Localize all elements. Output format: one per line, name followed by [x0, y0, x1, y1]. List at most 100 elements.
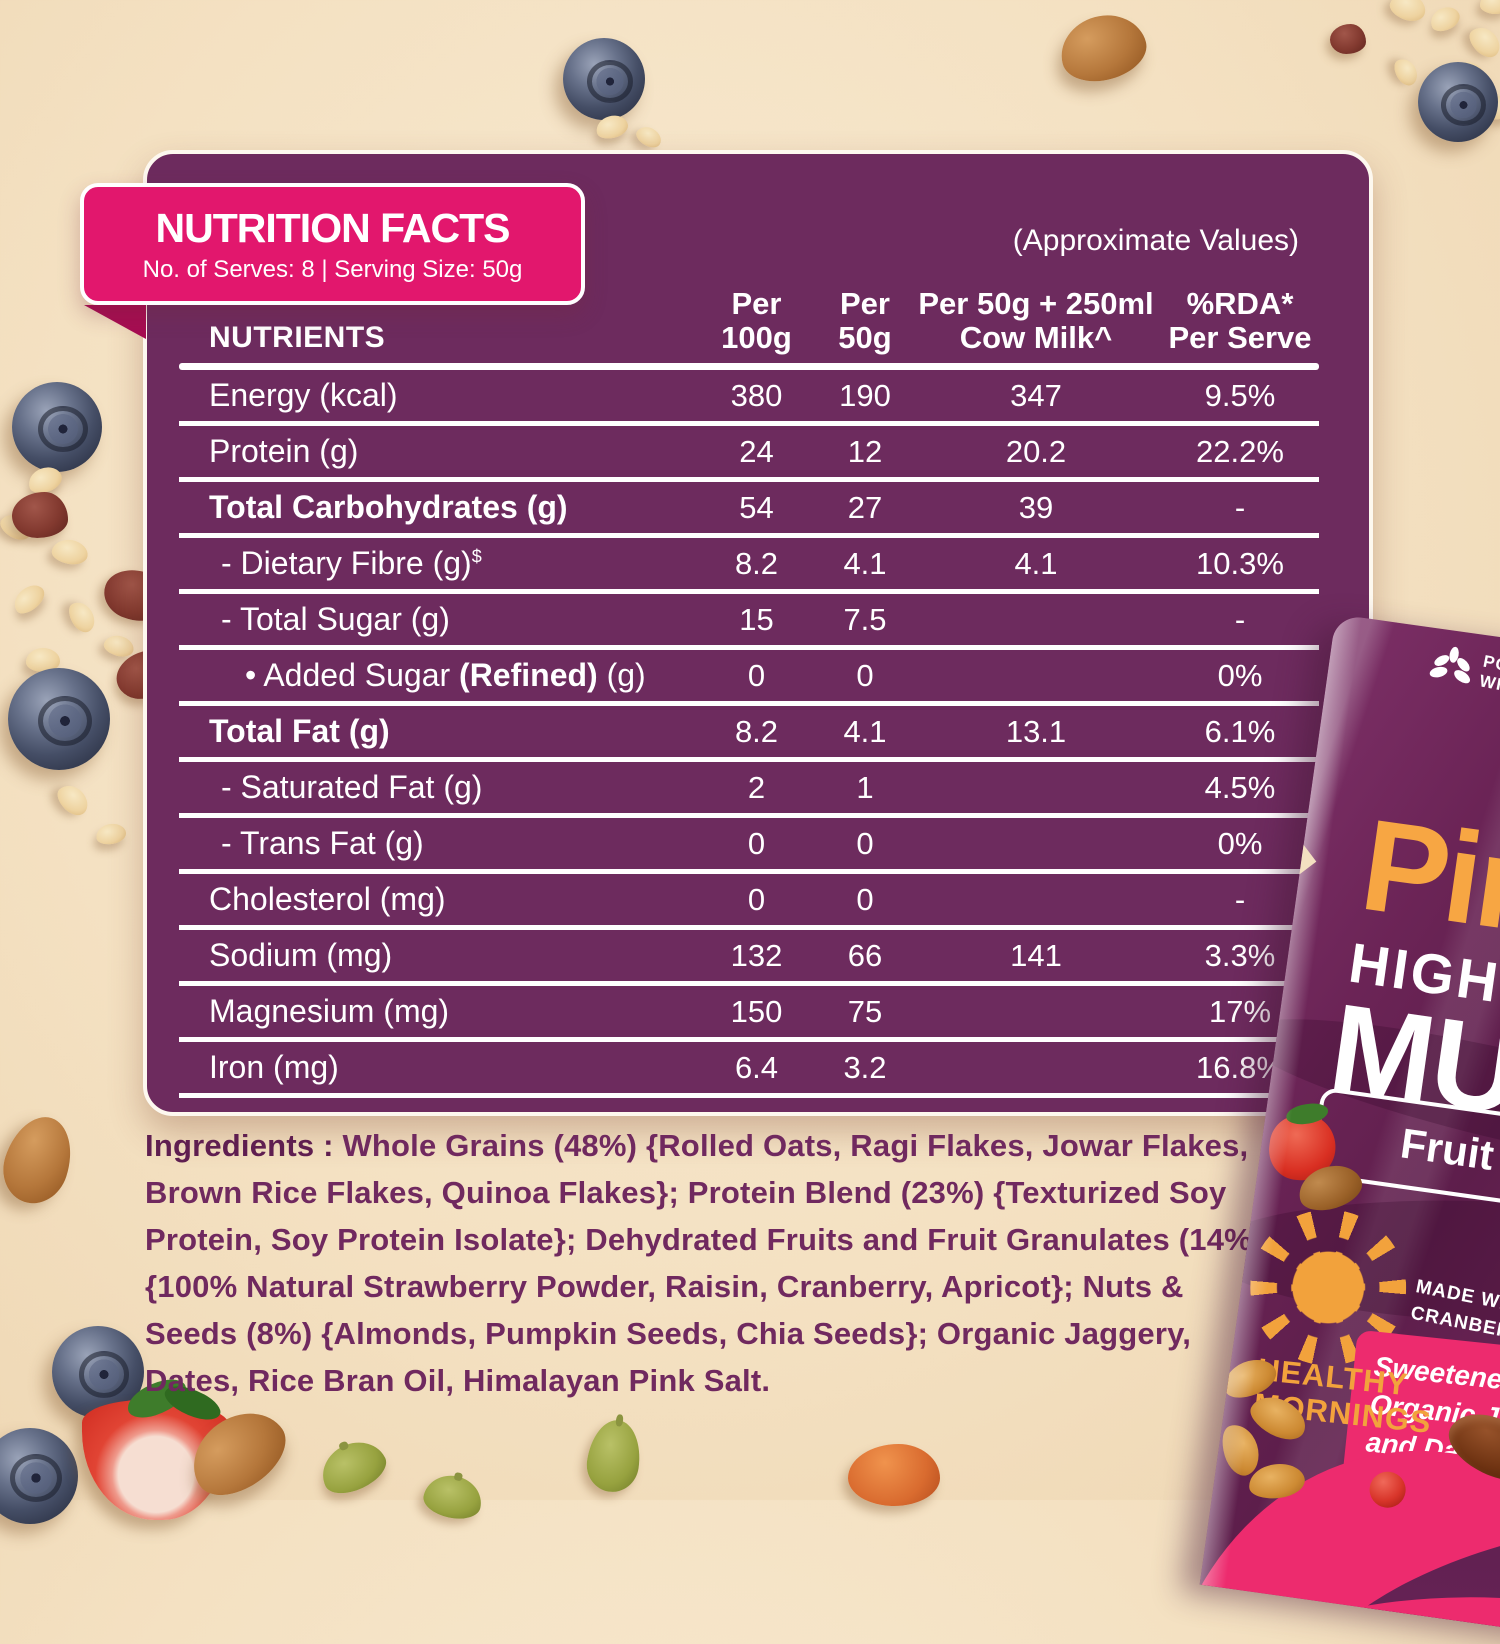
table-row: - Total Sugar (g) 15 7.5 -: [179, 594, 1319, 650]
nutrient-value: 2: [747, 769, 766, 805]
nutrient-value: 0%: [1217, 657, 1263, 693]
nutrients-heading: NUTRIENTS: [209, 321, 386, 354]
nutrient-value: 6.4: [734, 1049, 779, 1085]
wholegrain-mark: POWER WHOLEGRA: [1427, 642, 1500, 712]
nutrient-value: 54: [739, 489, 774, 525]
ingredients-label: Ingredients :: [145, 1128, 334, 1163]
nutrient-value: 9.5%: [1204, 377, 1276, 413]
nutrient-value: 17%: [1208, 993, 1272, 1029]
nutrient-label: - Dietary Fibre (g)$: [221, 545, 482, 581]
nutrient-label: Total Fat (g): [209, 713, 390, 749]
table-row: Energy (kcal) 380 190 347 9.5%: [179, 370, 1319, 426]
pumpkin-seed-decoration: [583, 1416, 645, 1496]
table-row: Protein (g) 24 12 20.2 22.2%: [179, 426, 1319, 482]
oat-flake-decoration: [1426, 2, 1464, 36]
nutrient-label: Magnesium (mg): [209, 993, 450, 1029]
nutrient-label: Cholesterol (mg): [209, 881, 446, 917]
approximate-values-note: (Approximate Values): [1012, 224, 1299, 257]
nutrient-value: 66: [847, 937, 883, 973]
nutrition-rows: Energy (kcal) 380 190 347 9.5% Protein (g) 24 1…: [179, 370, 1319, 1098]
nutrient-value: 13.1: [1005, 713, 1067, 749]
header-rule: [179, 363, 1319, 370]
nutrient-value: 1: [856, 769, 874, 805]
nutrient-value: 8.2: [734, 545, 779, 581]
grain-sprout-icon: [1429, 646, 1471, 684]
blueberry-decoration: [563, 38, 645, 120]
oat-flake-decoration: [1386, 0, 1430, 26]
nutrient-value: 12: [847, 433, 883, 469]
nutrient-value: 24: [739, 433, 774, 469]
oat-flake-decoration: [94, 821, 128, 847]
oat-flake-decoration: [64, 597, 100, 637]
nutrient-value: 75: [847, 993, 883, 1029]
oat-flake-decoration: [1464, 21, 1500, 63]
table-row: Cholesterol (mg) 0 0 -: [179, 874, 1319, 930]
table-row: Total Carbohydrates (g) 54 27 39 -: [179, 482, 1319, 538]
apricot-decoration: [848, 1444, 940, 1506]
nutrient-value: 0: [747, 657, 766, 693]
ingredients-body: Whole Grains (48%) {Rolled Oats, Ragi Fl…: [145, 1128, 1263, 1398]
table-row: Total Fat (g) 8.2 4.1 13.1 6.1%: [179, 706, 1319, 762]
cranberry-decoration: [1330, 24, 1366, 54]
nutrient-value: 22.2%: [1196, 433, 1284, 469]
nutrient-value: 15: [739, 601, 774, 637]
oat-flake-decoration: [8, 579, 50, 619]
nutrient-label: Sodium (mg): [209, 937, 393, 973]
table-header: NUTRIENTS Per 100g Per 50g Per 50g + 250ml…: [179, 287, 1319, 363]
table-row: Sodium (mg) 132 66 141 3.3%: [179, 930, 1319, 986]
nutrient-value: 3.3%: [1204, 937, 1276, 973]
oat-flake-decoration: [50, 537, 90, 567]
nutrient-value: 0%: [1217, 825, 1263, 861]
nutrient-label: - Trans Fat (g): [221, 825, 424, 861]
column-header-per-100g: Per 100g: [721, 286, 792, 355]
pumpkin-seed-decoration: [313, 1432, 393, 1502]
nutrient-value: -: [1234, 489, 1246, 525]
nutrient-label: Iron (mg): [209, 1049, 339, 1085]
badge-title: NUTRITION FACTS: [155, 204, 511, 251]
nutrient-value: 39: [1018, 489, 1054, 525]
nutrient-value: 0: [747, 881, 766, 917]
product-package: POWER WHOLEGRA Pin HIGH MU Fruit & Nut M…: [1199, 614, 1500, 1644]
badge-ribbon-fold: [84, 305, 146, 339]
nutrient-value: 190: [839, 377, 891, 413]
nutrient-value: 347: [1010, 377, 1062, 413]
table-row: - Dietary Fibre (g)$ 8.2 4.1 4.1 10.3%: [179, 538, 1319, 594]
oat-flake-decoration: [1480, 0, 1500, 14]
nutrient-value: 7.5: [843, 601, 887, 637]
nutrition-panel: (Approximate Values) NUTRIENTS Per 100g P…: [143, 150, 1373, 1116]
nutrient-value: 3.2: [843, 1049, 887, 1085]
nutrient-value: -: [1234, 601, 1246, 637]
nutrient-value: 8.2: [734, 713, 779, 749]
blueberry-decoration: [1418, 62, 1498, 142]
cranberry-decoration: [12, 492, 68, 538]
badge-subtitle: No. of Serves: 8 | Serving Size: 50g: [142, 255, 523, 283]
nutrition-table: NUTRIENTS Per 100g Per 50g Per 50g + 250ml…: [179, 287, 1319, 1098]
nutrient-value: 10.3%: [1196, 545, 1284, 581]
nutrient-label: Total Carbohydrates (g): [209, 489, 568, 525]
table-row: - Saturated Fat (g) 2 1 4.5%: [179, 762, 1319, 818]
table-row: Iron (mg) 6.4 3.2 16.8%: [179, 1042, 1319, 1098]
pumpkin-seed-decoration: [420, 1470, 486, 1524]
almond-decoration: [1053, 5, 1153, 91]
column-header-per-50g: Per 50g: [838, 286, 892, 355]
nutrient-value: 4.1: [1014, 545, 1058, 581]
nutrient-label: - Total Sugar (g): [221, 601, 450, 637]
nutrient-label: - Saturated Fat (g): [221, 769, 483, 805]
nutrient-value: -: [1234, 881, 1246, 917]
blueberry-decoration: [8, 668, 110, 770]
blueberry-decoration: [12, 382, 102, 472]
table-row: • Added Sugar (Refined) (g) 0 0 0%: [179, 650, 1319, 706]
nutrient-label: Energy (kcal): [209, 377, 398, 413]
nutrient-value: 0: [856, 657, 874, 693]
table-row: - Trans Fat (g) 0 0 0%: [179, 818, 1319, 874]
column-header-cow-milk: Per 50g + 250ml Cow Milk^: [918, 286, 1154, 355]
oat-flake-decoration: [1390, 54, 1422, 90]
oat-flake-decoration: [52, 779, 94, 821]
table-row: Magnesium (mg) 150 75 17%: [179, 986, 1319, 1042]
nutrient-label: Protein (g): [209, 433, 359, 469]
ingredients-paragraph: Ingredients : Whole Grains (48%) {Rolled…: [145, 1122, 1265, 1404]
nutrient-label: • Added Sugar (Refined) (g): [245, 657, 646, 693]
nutrient-value: 0: [856, 825, 874, 861]
nutrient-value: 4.1: [843, 545, 887, 581]
nutrient-value: 6.1%: [1204, 713, 1276, 749]
